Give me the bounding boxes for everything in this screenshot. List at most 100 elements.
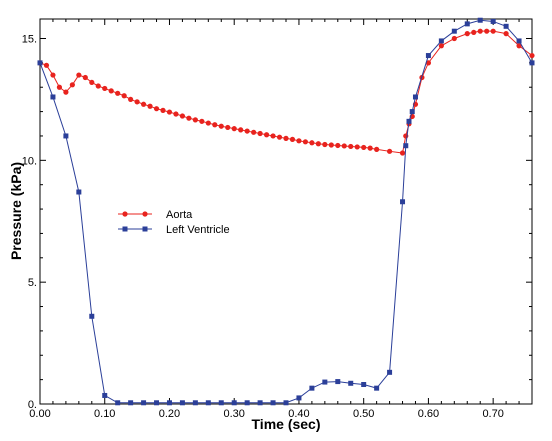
aorta-point xyxy=(315,141,321,147)
aorta-point xyxy=(484,28,490,34)
aorta-point xyxy=(43,62,50,68)
aorta-point xyxy=(335,142,341,149)
aorta-point xyxy=(322,141,328,148)
y-tick-label: 0. xyxy=(28,399,37,411)
aorta-point xyxy=(270,133,276,139)
left-ventricle-point xyxy=(89,313,95,319)
aorta-point xyxy=(128,96,134,103)
aorta-point xyxy=(438,43,444,49)
legend-aorta-marker xyxy=(142,211,148,217)
left-ventricle-point xyxy=(309,385,315,391)
left-ventricle-point xyxy=(257,400,263,406)
y-tick-label: 15. xyxy=(22,33,37,45)
left-ventricle-point xyxy=(490,18,496,24)
aorta-point xyxy=(102,85,108,92)
aorta-point xyxy=(283,135,289,141)
x-tick-label: 0.60 xyxy=(418,408,439,420)
aorta-point xyxy=(276,134,283,140)
aorta-line xyxy=(39,30,533,154)
aorta-point xyxy=(464,31,470,37)
aorta-point xyxy=(212,122,218,128)
left-ventricle-point xyxy=(361,382,367,388)
aorta-point xyxy=(348,143,354,150)
legend-left-ventricle-label: Left Ventricle xyxy=(166,224,230,236)
aorta-point xyxy=(289,136,296,142)
aorta-point xyxy=(95,83,101,89)
legend: Aorta Left Ventricle xyxy=(118,209,230,236)
left-ventricle-point xyxy=(438,38,444,44)
left-ventricle-point xyxy=(231,400,237,406)
aorta-point xyxy=(361,144,367,151)
x-tick-label: 0.10 xyxy=(94,408,115,420)
aorta-point xyxy=(263,132,270,138)
left-ventricle-point xyxy=(63,133,69,139)
legend-item-aorta: Aorta xyxy=(118,209,193,221)
aorta-point xyxy=(516,43,522,49)
left-ventricle-point xyxy=(322,379,328,385)
legend-left-ventricle-marker xyxy=(142,226,148,232)
aorta-point xyxy=(503,31,509,37)
aorta-point xyxy=(529,52,535,59)
left-ventricle-point xyxy=(374,385,380,391)
left-ventricle-point xyxy=(406,118,412,124)
left-ventricle-point xyxy=(218,400,224,406)
aorta-point xyxy=(115,90,121,96)
x-tick-label: 0.70 xyxy=(482,408,503,420)
aorta-point xyxy=(367,145,373,151)
y-axis-title: Pressure (kPa) xyxy=(8,162,24,260)
aorta-point xyxy=(238,127,244,133)
aorta-point xyxy=(374,146,380,152)
x-tick-label: 0.50 xyxy=(353,408,374,420)
aorta-point xyxy=(341,143,347,149)
plot-frame xyxy=(39,18,533,405)
left-ventricle-point xyxy=(412,94,418,100)
left-ventricle-point xyxy=(37,60,43,66)
left-ventricle-point xyxy=(425,53,431,59)
left-ventricle-line xyxy=(39,19,533,404)
aorta-point xyxy=(153,106,160,112)
left-ventricle-point xyxy=(244,400,250,406)
left-ventricle-point xyxy=(403,143,409,149)
x-axis-title: Time (sec) xyxy=(252,416,321,432)
aorta-point xyxy=(425,60,432,66)
aorta-point xyxy=(192,117,198,123)
legend-aorta-marker xyxy=(122,211,128,217)
aorta-point xyxy=(399,150,406,156)
left-ventricle-point xyxy=(516,38,522,44)
aorta-point xyxy=(69,82,75,88)
left-ventricle-point xyxy=(76,189,82,195)
aorta-point xyxy=(225,124,231,131)
legend-left-ventricle-marker xyxy=(122,226,128,232)
aorta-point xyxy=(257,130,263,137)
left-ventricle-point xyxy=(348,380,354,386)
left-ventricle-point xyxy=(179,400,185,406)
aorta-point xyxy=(354,144,360,150)
left-ventricle-point xyxy=(387,369,393,375)
left-ventricle-point xyxy=(270,400,276,406)
left-ventricle-point xyxy=(128,400,134,406)
left-ventricle-point xyxy=(335,379,341,385)
left-ventricle-point xyxy=(464,21,470,27)
aorta-point xyxy=(186,115,192,121)
left-ventricle-point xyxy=(451,28,457,34)
aorta-point xyxy=(205,120,211,126)
aorta-point xyxy=(231,126,237,132)
aorta-point xyxy=(140,101,147,107)
aorta-point xyxy=(296,138,302,144)
aorta-point xyxy=(173,111,179,117)
x-tick-label: 0.00 xyxy=(29,408,50,420)
left-ventricle-point xyxy=(409,109,415,115)
aorta-point xyxy=(251,129,257,135)
aorta-point xyxy=(63,89,69,95)
aorta-point xyxy=(134,99,140,105)
aorta-point xyxy=(477,28,483,34)
y-tick-label: 5. xyxy=(28,277,37,289)
aorta-point xyxy=(179,113,186,119)
aorta-point xyxy=(302,139,309,145)
aorta-point xyxy=(160,107,166,113)
y-axis-ticks: 0. 5. 10. 15. xyxy=(22,33,532,411)
aorta-point xyxy=(89,79,95,85)
aorta-point xyxy=(471,29,477,36)
aorta-point xyxy=(490,28,496,34)
